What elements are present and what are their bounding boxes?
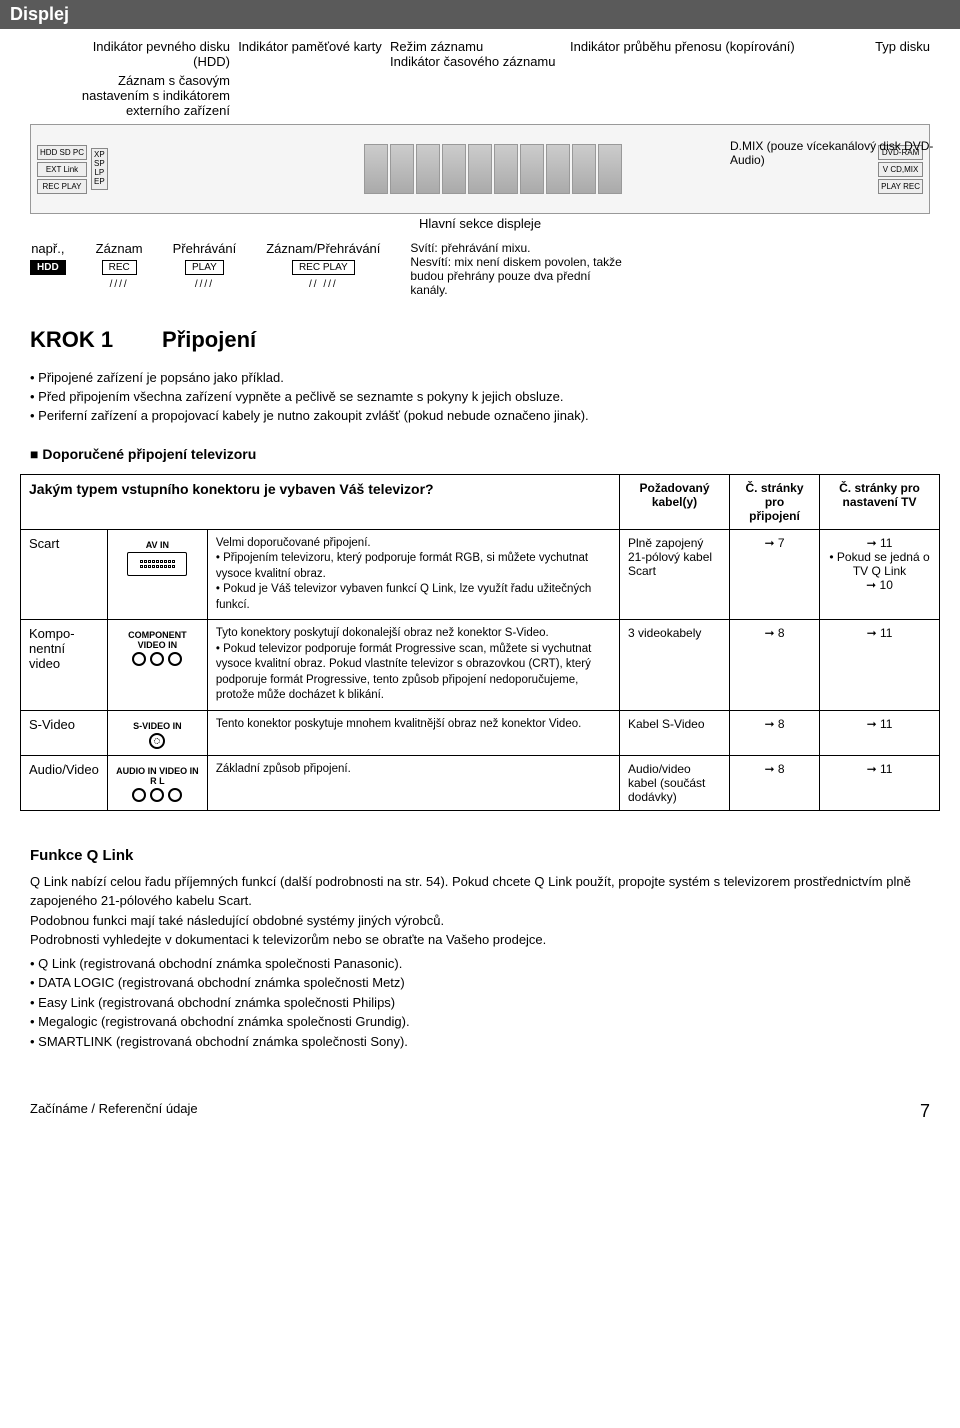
step-heading: KROK 1 Připojení [0,317,960,363]
th-page-conn: Č. stránky pro připojení [730,474,820,529]
qlink-para: Q Link nabízí celou řadu příjemných funk… [30,872,930,911]
hdd-indicator-label: Indikátor pevného disku (HDD) Záznam s č… [30,39,230,118]
cell-type: S-Video [21,710,108,755]
connection-table: Jakým typem vstupního konektoru je vybav… [20,474,940,811]
play-badge: PLAY [185,260,224,275]
cell-description: Tyto konektory poskytují dokonalejší obr… [207,620,619,711]
recommended-connection-heading: Doporučené připojení televizoru [0,440,960,468]
th-question: Jakým typem vstupního konektoru je vybav… [21,474,620,529]
cell-cable: 3 videokabely [620,620,730,711]
example-indicator: např., HDD [30,241,66,275]
cell-icon: S-VIDEO IN [107,710,207,755]
table-row: Kompo- nentní video COMPONENT VIDEO IN Tyt… [21,620,940,711]
cell-page-tv: ➞ 11• Pokud se jedná o TV Q Link➞ 10 [820,529,940,620]
desc-item: Pokud televizor podporuje formát Progres… [216,642,611,704]
cell-page-tv: ➞ 11 [820,755,940,810]
connector-icon-label: AUDIO IN VIDEO IN R L [116,766,199,786]
table-row: Audio/Video AUDIO IN VIDEO IN R L Základní… [21,755,940,810]
qlink-item: DATA LOGIC (registrovaná obchodní známka… [30,973,930,993]
diag-modes: XP SP LP EP [91,148,108,189]
diag-ext-link: EXT Link [37,162,87,177]
th-cable: Požadovaný kabel(y) [620,474,730,529]
cell-page-tv: ➞ 11 [820,620,940,711]
diag-hdd-sd-pc: HDD SD PC [37,145,87,160]
qlink-item: Megalogic (registrovaná obchodní známka … [30,1012,930,1032]
qlink-body: Q Link nabízí celou řadu příjemných funk… [0,872,960,1072]
cell-type: Kompo- nentní video [21,620,108,711]
mix-note: Svítí: přehrávání mixu. Nesvítí: mix nen… [410,241,630,297]
display-top-labels: Indikátor pevného disku (HDD) Záznam s č… [30,39,930,118]
cell-cable: Audio/video kabel (součást dodávky) [620,755,730,810]
qlink-item: SMARTLINK (registrovaná obchodní známka … [30,1032,930,1052]
cell-icon: AV IN [107,529,207,620]
bullet-item: Připojené zařízení je popsáno jako příkl… [30,369,930,388]
vfd-display: HDD SD PC EXT Link REC PLAY XP SP LP EP … [30,124,930,214]
page-number: 7 [920,1101,930,1122]
cell-cable: Plně zapojený 21-pólový kabel Scart [620,529,730,620]
th-page-tv: Č. stránky pro nastavení TV [820,474,940,529]
section-header: Displej [0,0,960,29]
recplay-indicator: Záznam/Přehrávání REC PLAY // /// [266,241,380,290]
connector-icon-label: AV IN [116,540,199,550]
mem-card-label: Indikátor paměťové karty [230,39,390,54]
cell-type: Audio/Video [21,755,108,810]
cell-description: Tento konektor poskytuje mnohem kvalitně… [207,710,619,755]
qlink-para: Podobnou funkci mají také následující ob… [30,911,930,931]
intro-bullets: Připojené zařízení je popsáno jako příkl… [0,363,960,440]
cell-cable: Kabel S-Video [620,710,730,755]
cell-page-conn: ➞ 8 [730,710,820,755]
disc-type-label: Typ disku [830,39,930,54]
diag-rec-play: REC PLAY [37,179,87,194]
qlink-list: Q Link (registrovaná obchodní známka spo… [30,954,930,1052]
hdd-badge: HDD [30,260,66,275]
qlink-item: Q Link (registrovaná obchodní známka spo… [30,954,930,974]
connector-icon-label: COMPONENT VIDEO IN [116,630,199,650]
rec-badge: REC [102,260,137,275]
diag-play-rec: PLAY REC [878,179,923,194]
cell-icon: COMPONENT VIDEO IN [107,620,207,711]
recplay-badge: REC PLAY [292,260,355,275]
time-rec-label: Indikátor časového záznamu [390,54,570,69]
qlink-item: Easy Link (registrovaná obchodní známka … [30,993,930,1013]
cell-page-conn: ➞ 8 [730,755,820,810]
desc-item: Připojením televizoru, který podporuje f… [216,551,611,582]
qlink-para: Podrobnosti vyhledejte v dokumentaci k t… [30,930,930,950]
cell-icon: AUDIO IN VIDEO IN R L [107,755,207,810]
page-footer: Začínáme / Referenční údaje 7 [0,1071,960,1132]
cell-page-conn: ➞ 8 [730,620,820,711]
cell-page-tv: ➞ 11 [820,710,940,755]
main-section-label: Hlavní sekce displeje [30,216,930,231]
cell-description: Základní způsob připojení. [207,755,619,810]
play-indicator: Přehrávání PLAY //// [173,241,237,290]
bullet-item: Periferní zařízení a propojovací kabely … [30,407,930,426]
bullet-item: Před připojením všechna zařízení vypněte… [30,388,930,407]
rec-mode-label: Režim záznamu [390,39,570,54]
footer-left: Začínáme / Referenční údaje [30,1101,198,1122]
desc-item: Pokud je Váš televizor vybaven funkcí Q … [216,582,611,613]
table-row: S-Video S-VIDEO IN Tento konektor poskytuj… [21,710,940,755]
progress-label: Indikátor průběhu přenosu (kopírování) [570,39,830,54]
table-row: Scart AV IN Velmi doporučované připojení.P… [21,529,940,620]
cell-page-conn: ➞ 7 [730,529,820,620]
cell-type: Scart [21,529,108,620]
qlink-heading: Funkce Q Link [0,831,960,872]
below-diagram-row: např., HDD Záznam REC //// Přehrávání PL… [30,241,930,297]
dmix-note: D.MIX (pouze vícekanálový disk DVD-Audio… [730,139,940,167]
connector-icon-label: S-VIDEO IN [116,721,199,731]
rec-indicator: Záznam REC //// [96,241,143,290]
display-diagram-section: Indikátor pevného disku (HDD) Záznam s č… [0,29,960,317]
cell-description: Velmi doporučované připojení.Připojením … [207,529,619,620]
